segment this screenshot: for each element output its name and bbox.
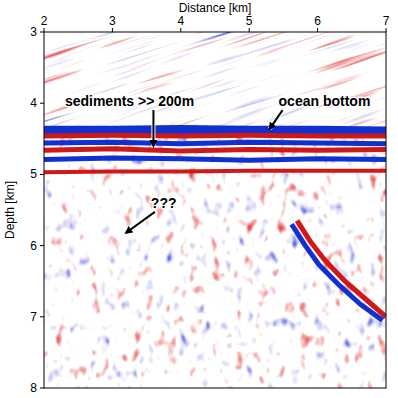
reflector [297,221,386,317]
water-clip-group [44,32,386,130]
annotations: sediments >> 200m ocean bottom??? [65,93,370,233]
x-tick-label: 7 [383,14,390,28]
y-tick [40,32,44,33]
annotation-text: sediments >> 200m [65,93,194,109]
x-tick [44,28,45,32]
x-tick [180,28,181,32]
x-tick [249,28,250,32]
reflector [44,171,386,172]
reflector [44,149,386,151]
x-tick [386,28,387,32]
x-tick-label: 6 [314,14,321,28]
plot-area [44,32,386,388]
x-axis-title: Distance [km] [179,1,252,15]
y-tick-label: 6 [30,239,37,253]
x-tick-label: 3 [109,14,116,28]
y-axis-title: Depth [km] [3,181,17,239]
reflector [292,224,383,320]
annotation-arrow [126,212,155,233]
water-texture [44,32,386,130]
reflector [44,133,386,139]
y-tick [40,316,44,317]
y-tick-label: 3 [30,25,37,39]
subsurface-texture [44,130,386,388]
annotation-text: ocean bottom [279,93,371,109]
frame [44,32,386,388]
x-tick [317,28,318,32]
water-noise [44,32,386,130]
y-tick-label: 8 [30,381,37,395]
annotation-arrow-halo [151,110,155,146]
y-tick-label: 7 [30,310,37,324]
reflector [44,158,386,160]
x-tick-label: 4 [177,14,184,28]
annotation-arrow [152,110,154,146]
annotation-arrow [270,110,283,129]
y-tick [40,388,44,389]
reflector [44,142,386,143]
y-tick [40,174,44,175]
annotation-text: ??? [151,195,177,211]
chart: 234567345678Distance [km]Depth [km]sedim… [0,0,398,398]
annotation-arrow-halo [270,110,283,129]
y-tick [40,103,44,104]
x-tick-label: 5 [246,14,253,28]
y-tick-label: 5 [30,167,37,181]
x-tick [112,28,113,32]
annotation-arrow-halo [126,212,155,233]
reflector [44,130,386,131]
figure: 234567345678Distance [km]Depth [km]sedim… [0,0,398,398]
x-tick-label: 2 [41,14,48,28]
y-tick-label: 4 [30,96,37,110]
y-tick [40,245,44,246]
